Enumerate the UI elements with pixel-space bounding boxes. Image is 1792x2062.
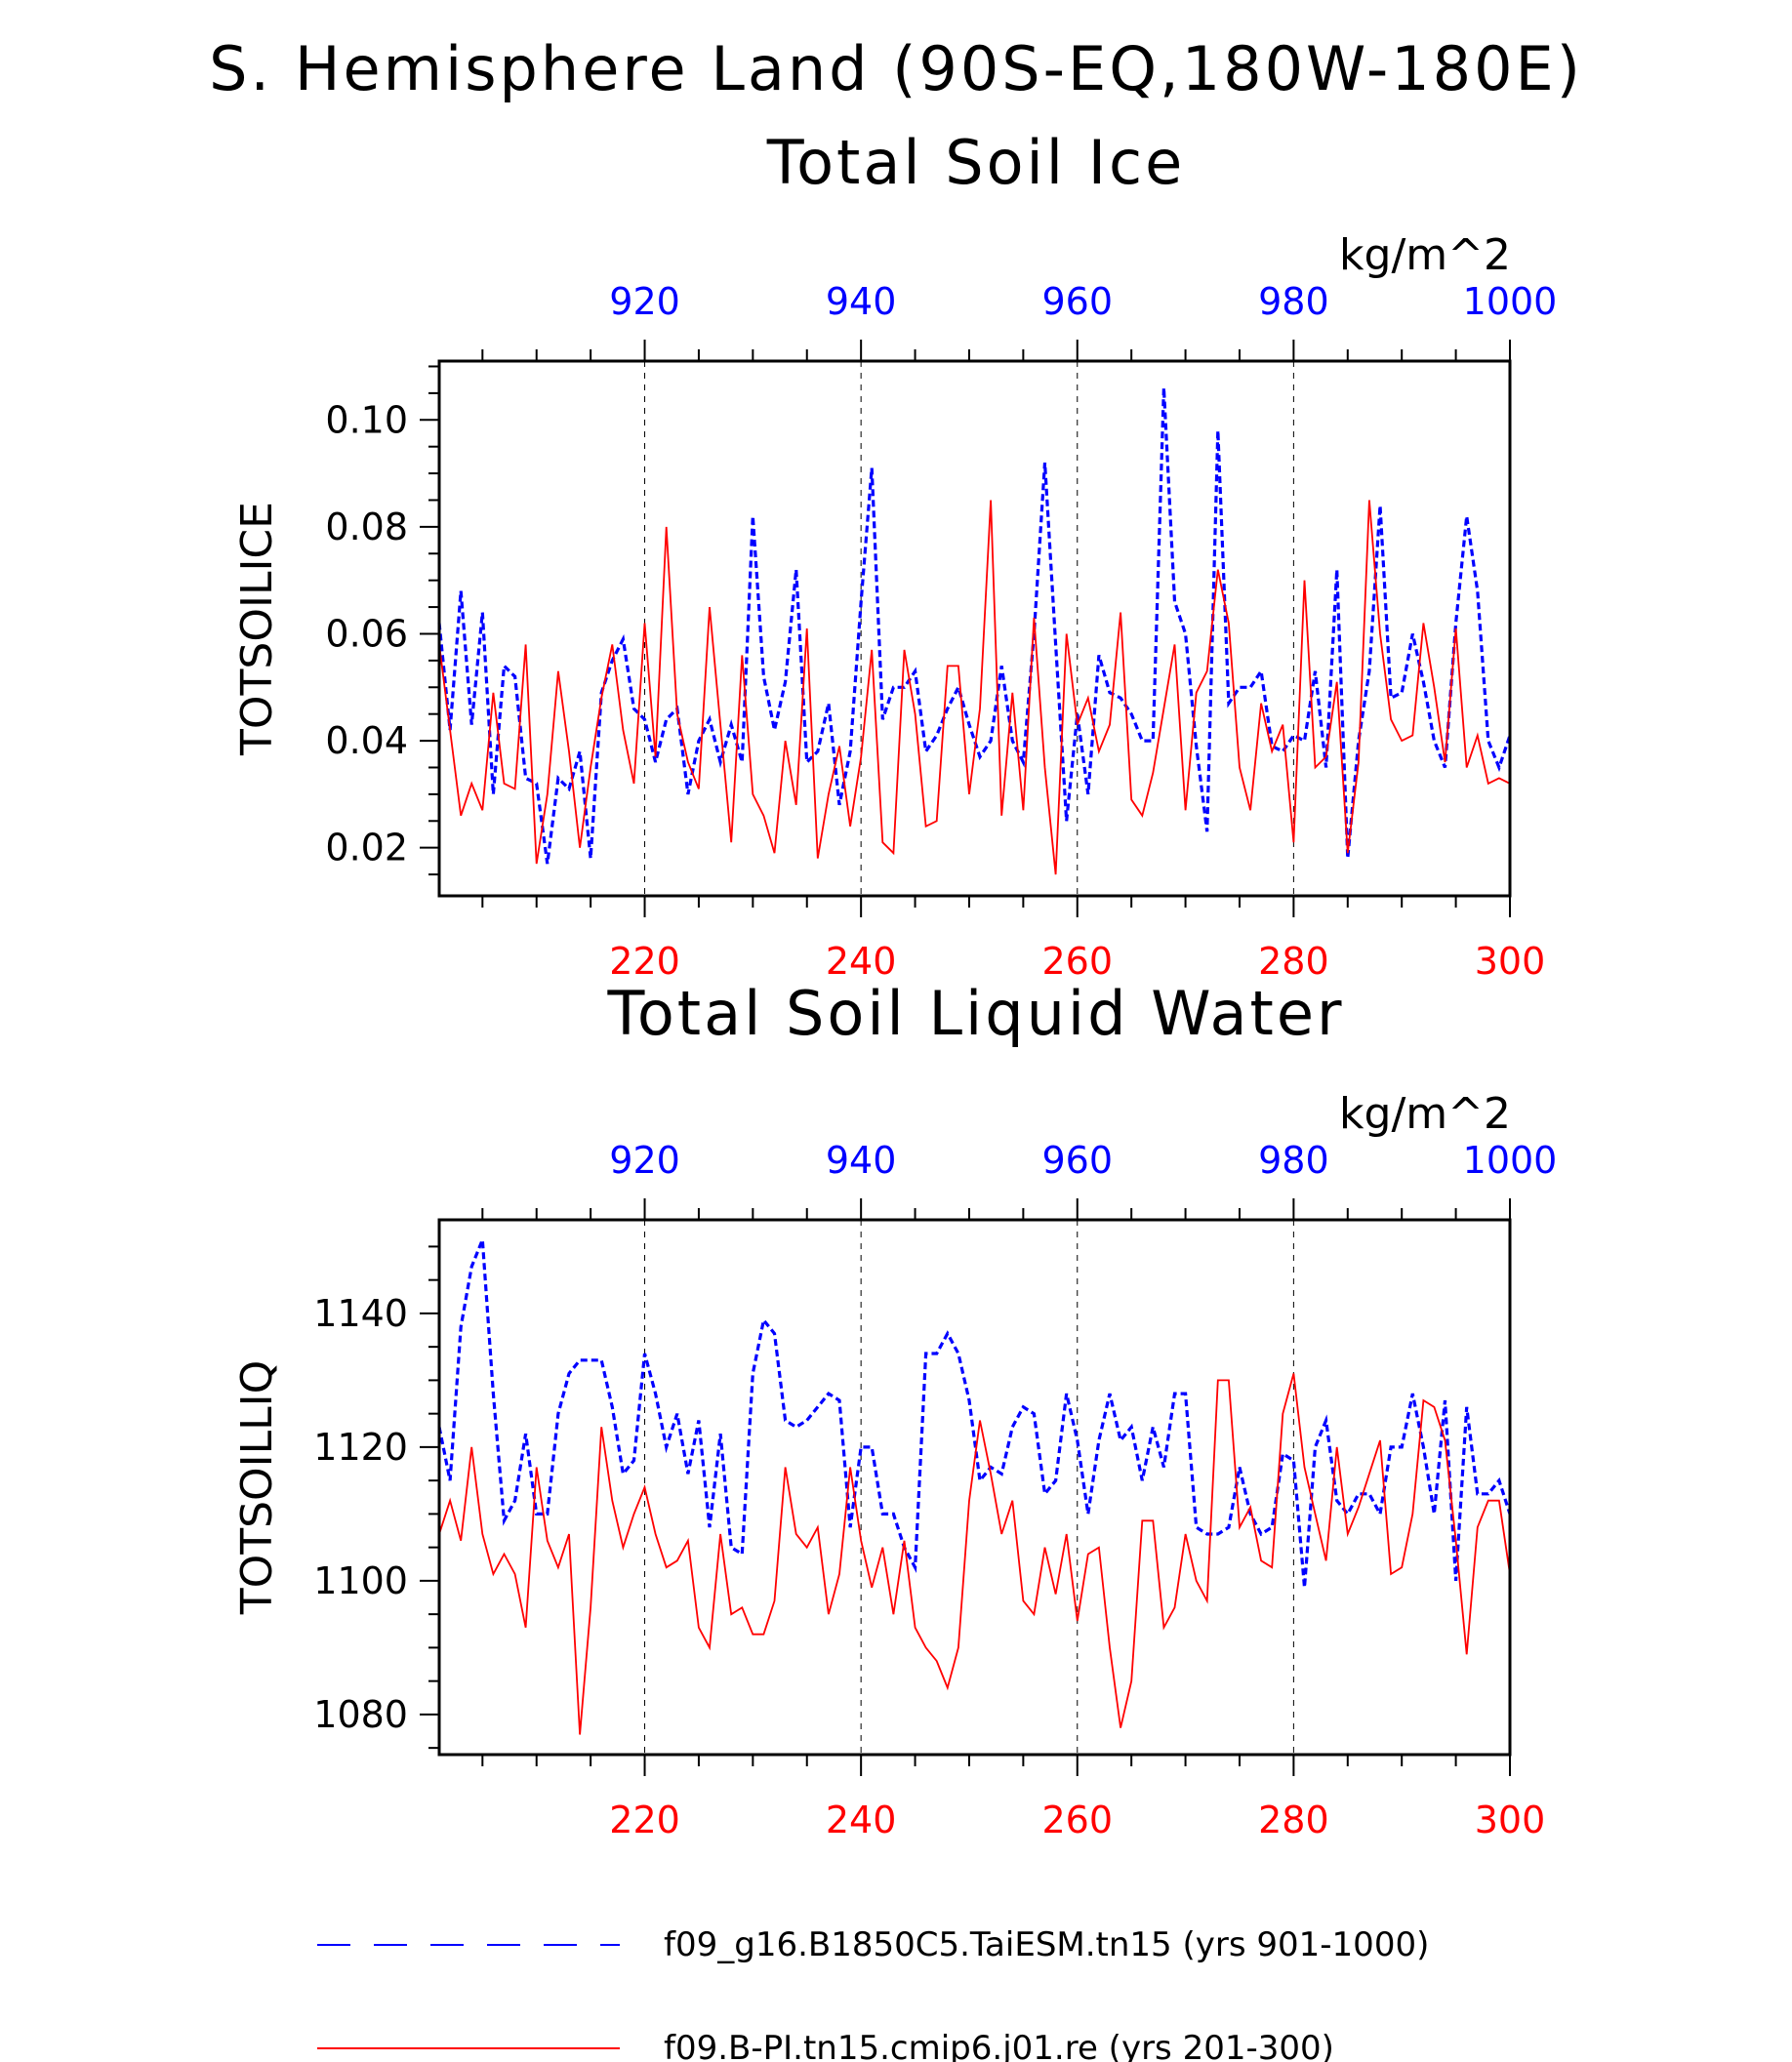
x-top-tick-label: 1000: [1463, 280, 1558, 323]
legend-label-model1: f09_g16.B1850C5.TaiESM.tn15 (yrs 901-100…: [664, 1925, 1429, 1964]
y-tick-label: 0.06: [325, 612, 408, 655]
x-bottom-tick-label: 220: [609, 940, 680, 983]
panel-2-title: Total Soil Liquid Water: [607, 978, 1345, 1049]
x-top-tick-label: 960: [1042, 1139, 1114, 1182]
x-bottom-tick-label: 260: [1042, 940, 1114, 983]
panel-2-units: kg/m^2: [1339, 1089, 1511, 1139]
x-top-tick-label: 1000: [1463, 1139, 1558, 1182]
series-line-model1: [437, 1238, 1512, 1588]
panel-1-title: Total Soil Ice: [766, 127, 1185, 198]
x-top-tick-label: 940: [826, 1139, 897, 1182]
x-bottom-tick-label: 280: [1258, 1799, 1329, 1841]
series-line-model2: [438, 1373, 1511, 1735]
y-axis-label: TOTSOILLIQ: [232, 1360, 282, 1616]
y-axis-label: TOTSOILICE: [232, 502, 282, 756]
x-top-tick-label: 920: [609, 1139, 680, 1182]
panel-total-soil-liquid-water: 1080 1100 1120 1140 220 240 260 280 300 920 940 960…: [232, 1139, 1557, 1841]
y-tick-label: 1120: [313, 1426, 408, 1469]
x-top-tick-label: 980: [1258, 1139, 1329, 1182]
x-top-tick-label: 920: [609, 280, 680, 323]
x-top-tick-label: 940: [826, 280, 897, 323]
y-tick-label: 0.04: [325, 719, 408, 762]
series-line-model1: [437, 387, 1512, 865]
x-bottom-tick-label: 220: [609, 1799, 680, 1841]
x-bottom-tick-label: 280: [1258, 940, 1329, 983]
y-tick-label: 1100: [313, 1559, 408, 1602]
x-bottom-tick-label: 300: [1475, 940, 1546, 983]
x-top-tick-label: 980: [1258, 280, 1329, 323]
plot-frame: [437, 1218, 1512, 1757]
legend: f09_g16.B1850C5.TaiESM.tn15 (yrs 901-100…: [317, 1925, 1429, 2062]
y-tick-label: 0.02: [325, 827, 408, 869]
legend-label-model2: f09.B-PI.tn15.cmip6.j01.re (yrs 201-300): [664, 2029, 1334, 2062]
plot-frame: [437, 359, 1512, 898]
y-tick-label: 0.10: [325, 398, 408, 441]
figure-title: S. Hemisphere Land (90S-EQ,180W-180E): [209, 33, 1583, 104]
x-bottom-tick-label: 240: [826, 940, 897, 983]
y-tick-label: 1080: [313, 1693, 408, 1736]
x-bottom-tick-label: 300: [1475, 1799, 1546, 1841]
x-top-tick-label: 960: [1042, 280, 1114, 323]
y-tick-label: 0.08: [325, 505, 408, 548]
panel-1-units: kg/m^2: [1339, 230, 1511, 280]
y-tick-label: 1140: [313, 1292, 408, 1335]
panel-total-soil-ice: 0.02 0.04 0.06 0.08 0.10 220 240 260 280 300 920 94…: [232, 280, 1557, 983]
x-bottom-tick-label: 260: [1042, 1799, 1114, 1841]
x-bottom-tick-label: 240: [826, 1799, 897, 1841]
series-line-model2: [438, 500, 1511, 875]
